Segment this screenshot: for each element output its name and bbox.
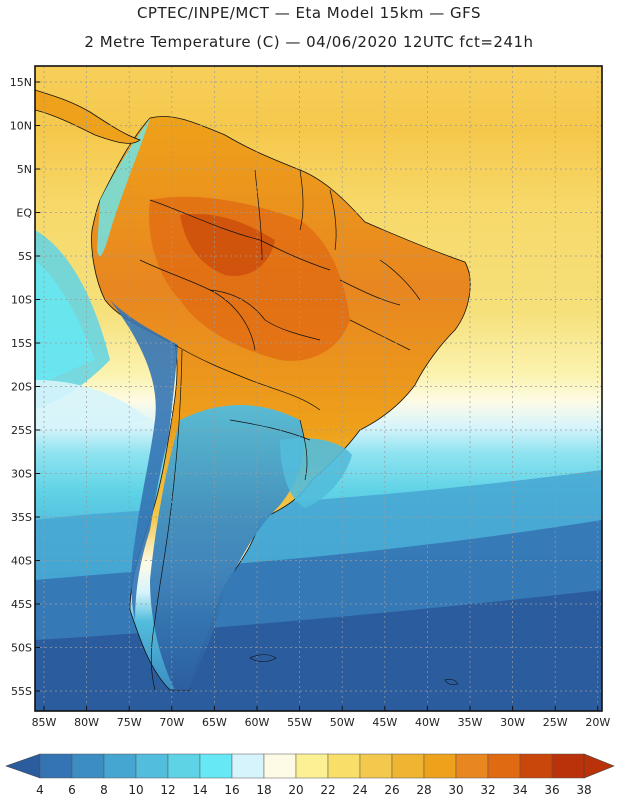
- colorbar-label: 24: [352, 783, 367, 797]
- colorbar: 4 6 8 10 12 14 16 18 20 22 24 26 28 30 32 34 36 38: [5, 753, 615, 797]
- colorbar-label: 16: [224, 783, 239, 797]
- colorbar-swatch: [295, 753, 329, 779]
- map-title-line2: 2 Metre Temperature (C) — 04/06/2020 12U…: [84, 33, 534, 51]
- colorbar-label: 4: [36, 783, 44, 797]
- latitude-axis: 15N 10N 5N EQ 5S 10S 15S 20S 25S 30S 35S 40S 45S 50S 5…: [10, 76, 40, 698]
- lat-tick-label: 35S: [11, 511, 32, 524]
- lat-tick-label: 10N: [10, 120, 32, 133]
- lon-tick-label: 50W: [330, 716, 355, 729]
- lat-tick-label: 45S: [11, 598, 32, 611]
- colorbar-label: 14: [192, 783, 207, 797]
- lon-tick-label: 30W: [500, 716, 525, 729]
- lat-tick-label: 20S: [11, 381, 32, 394]
- lat-tick-label: 5N: [17, 163, 32, 176]
- colorbar-label: 32: [480, 783, 495, 797]
- colorbar-swatch: [327, 753, 361, 779]
- lat-tick-label: 50S: [11, 642, 32, 655]
- colorbar-label: 12: [160, 783, 175, 797]
- lat-tick-label: EQ: [16, 207, 32, 220]
- temperature-field: [35, 66, 602, 711]
- colorbar-swatch: [103, 753, 137, 779]
- colorbar-label: 36: [544, 783, 559, 797]
- lon-tick-label: 75W: [117, 716, 142, 729]
- colorbar-high-arrow: [583, 753, 615, 779]
- colorbar-swatch: [231, 753, 265, 779]
- colorbar-label: 38: [576, 783, 591, 797]
- colorbar-swatch: [359, 753, 393, 779]
- colorbar-label: 30: [448, 783, 463, 797]
- lon-tick-label: 85W: [32, 716, 57, 729]
- colorbar-low-arrow: [5, 753, 41, 779]
- colorbar-swatch: [135, 753, 169, 779]
- lat-tick-label: 15S: [11, 337, 32, 350]
- lon-tick-label: 55W: [287, 716, 312, 729]
- lon-tick-label: 60W: [245, 716, 270, 729]
- lon-tick-label: 25W: [543, 716, 568, 729]
- colorbar-swatch: [391, 753, 425, 779]
- colorbar-label: 28: [416, 783, 431, 797]
- colorbar-swatch: [39, 753, 73, 779]
- colorbar-swatch: [71, 753, 105, 779]
- colorbar-swatch: [519, 753, 553, 779]
- colorbar-label: 34: [512, 783, 527, 797]
- colorbar-swatch: [487, 753, 521, 779]
- lat-tick-label: 10S: [11, 294, 32, 307]
- lon-tick-label: 70W: [159, 716, 184, 729]
- colorbar-swatch: [263, 753, 297, 779]
- lon-tick-label: 65W: [202, 716, 227, 729]
- lat-tick-label: 55S: [11, 685, 32, 698]
- lon-tick-label: 35W: [458, 716, 483, 729]
- colorbar-swatch: [423, 753, 457, 779]
- lat-tick-label: 15N: [10, 76, 32, 89]
- colorbar-label: 18: [256, 783, 271, 797]
- colorbar-label: 22: [320, 783, 335, 797]
- colorbar-label: 20: [288, 783, 303, 797]
- lat-tick-label: 30S: [11, 468, 32, 481]
- colorbar-label: 8: [100, 783, 108, 797]
- colorbar-swatch: [199, 753, 233, 779]
- map-title-line1: CPTEC/INPE/MCT — Eta Model 15km — GFS: [136, 4, 482, 22]
- colorbar-swatch: [167, 753, 201, 779]
- colorbar-swatch: [455, 753, 489, 779]
- colorbar-label: 26: [384, 783, 399, 797]
- colorbar-label: 10: [128, 783, 143, 797]
- lon-tick-label: 80W: [74, 716, 99, 729]
- lon-tick-label: 20W: [585, 716, 610, 729]
- map-frame: [34, 65, 603, 712]
- longitude-axis: 85W 80W 75W 70W 65W 60W 55W 50W 45W 40W 35W 30W 25W 2…: [32, 706, 610, 729]
- lat-tick-label: 5S: [18, 250, 32, 263]
- lat-tick-label: 25S: [11, 424, 32, 437]
- lat-tick-label: 40S: [11, 555, 32, 568]
- colorbar-label: 6: [68, 783, 76, 797]
- lon-tick-label: 45W: [372, 716, 397, 729]
- colorbar-swatch: [551, 753, 585, 779]
- lon-tick-label: 40W: [415, 716, 440, 729]
